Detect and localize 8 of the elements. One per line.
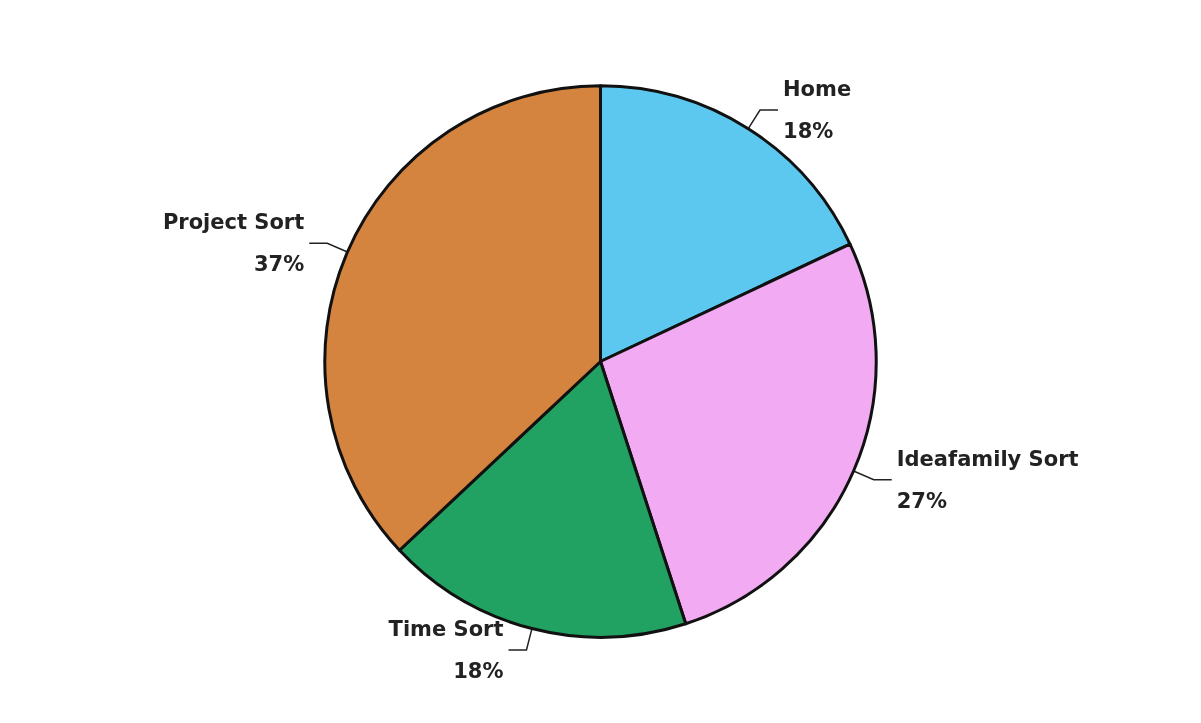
data-label: 27%	[896, 488, 948, 513]
data-label: 18%	[783, 119, 834, 144]
data-label: 18%	[453, 658, 504, 683]
data-label: 37%	[253, 252, 305, 277]
slice-label: Time Sort	[388, 616, 504, 641]
slice-label: Home	[783, 77, 852, 102]
slice-label: Project Sort	[162, 210, 305, 235]
slice-label: Ideafamily Sort	[896, 446, 1079, 471]
